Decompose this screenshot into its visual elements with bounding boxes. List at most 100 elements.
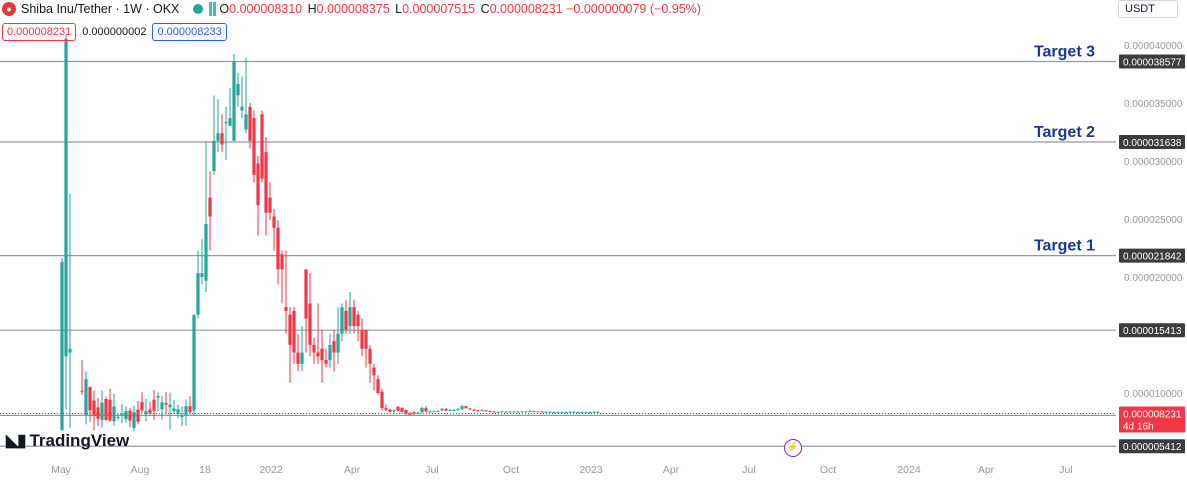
candle-body-64 <box>324 360 328 364</box>
candle-body-77 <box>376 378 380 393</box>
candle-body-1 <box>64 38 68 357</box>
candle-body-93 <box>440 408 444 411</box>
level-tag-bg-5 <box>1119 439 1185 454</box>
candle-body-10 <box>108 399 112 421</box>
candle-body-45 <box>248 106 252 141</box>
candle-body-19 <box>144 411 148 415</box>
close-value: 0.000008231 <box>489 2 563 16</box>
candle-body-32 <box>196 273 200 315</box>
tradingview-mark-icon: ◣▮ <box>6 431 26 450</box>
level-tag-bg-1 <box>1119 134 1185 149</box>
candle-body-90 <box>428 411 432 413</box>
candle-body-87 <box>416 412 420 414</box>
candle-body-29 <box>184 406 188 415</box>
series-style-icon[interactable] <box>209 2 213 16</box>
candle-body-95 <box>448 409 452 411</box>
candle-body-82 <box>396 406 400 411</box>
candle-body-27 <box>176 409 180 414</box>
candle-body-3 <box>80 390 84 392</box>
candle-body-59 <box>304 269 308 319</box>
currency-selector[interactable]: USDT <box>1118 0 1178 18</box>
candle-body-7 <box>96 407 100 419</box>
candle-body-92 <box>436 411 440 413</box>
candle-body-96 <box>452 409 456 411</box>
candle-body-30 <box>188 406 192 412</box>
candle-body-106 <box>492 411 496 413</box>
chart-legend: ● Shiba Inu/Tether · 1W · OKX O 0.0000083… <box>0 0 701 18</box>
candle-body-9 <box>104 399 108 421</box>
level-tag-label-2: 0.000021842 <box>1123 252 1182 263</box>
candle-body-104 <box>484 410 488 412</box>
y-tick-label-1: 0.000035000 <box>1124 99 1183 110</box>
x-tick-label-8: Apr <box>663 464 680 476</box>
candle-body-85 <box>408 413 412 415</box>
candle-body-115 <box>528 411 532 413</box>
candle-body-6 <box>92 400 96 417</box>
candle-body-49 <box>264 152 268 213</box>
x-tick-label-11: 2024 <box>897 464 921 476</box>
shib-logo-icon: ● <box>2 2 16 16</box>
candle-body-84 <box>404 409 408 414</box>
candle-body-47 <box>256 163 260 206</box>
candle-body-16 <box>132 412 136 429</box>
y-tick-label-5: 0.000010000 <box>1124 389 1183 400</box>
candle-body-86 <box>412 412 416 414</box>
candle-body-25 <box>168 404 172 408</box>
candle-body-67 <box>336 333 340 353</box>
candle-body-111 <box>512 411 516 413</box>
candle-body-62 <box>316 352 320 357</box>
candle-body-69 <box>344 310 348 330</box>
candle-body-119 <box>544 411 548 413</box>
candle-body-35 <box>208 197 212 217</box>
candle-body-48 <box>260 114 264 179</box>
tradingview-logo: ◣▮ TradingView <box>6 431 129 451</box>
target-label-0: Target 3 <box>1034 44 1095 61</box>
candle-body-98 <box>460 406 464 410</box>
candle-body-74 <box>364 329 368 349</box>
candle-body-37 <box>216 133 220 141</box>
candle-body-129 <box>584 411 588 413</box>
candle-body-75 <box>368 348 372 364</box>
candle-body-33 <box>200 273 204 277</box>
candle-body-109 <box>504 411 508 413</box>
candle-body-50 <box>268 197 272 213</box>
visibility-icon[interactable] <box>193 4 204 14</box>
candle-body-70 <box>348 307 352 327</box>
x-tick-label-5: Jul <box>425 464 438 476</box>
candle-body-15 <box>128 410 132 421</box>
x-tick-label-6: Oct <box>503 464 519 476</box>
target-label-1: Target 2 <box>1034 124 1095 141</box>
candle-body-131 <box>592 411 596 413</box>
lightning-icon[interactable]: ⚡ <box>784 439 802 457</box>
candle-body-11 <box>112 406 116 422</box>
series-style-icon-2[interactable] <box>213 2 217 16</box>
x-tick-label-7: 2023 <box>579 464 603 476</box>
candle-body-57 <box>296 352 300 364</box>
candle-body-40 <box>228 118 232 126</box>
level-tag-bg-0 <box>1119 54 1185 69</box>
candle-body-127 <box>576 411 580 413</box>
candle-body-91 <box>432 411 436 413</box>
candle-body-80 <box>388 409 392 412</box>
x-tick-label-10: Oct <box>820 464 836 476</box>
level-tag-label-3: 0.000015413 <box>1123 326 1182 337</box>
candle-body-78 <box>380 391 384 409</box>
symbol-title[interactable]: Shiba Inu/Tether · 1W · OKX <box>21 2 180 16</box>
candle-body-0 <box>60 261 64 431</box>
high-value: 0.000008375 <box>316 2 390 16</box>
sell-button[interactable]: 0.000008231 <box>2 23 77 41</box>
candle-body-81 <box>392 410 396 412</box>
x-tick-label-9: Jul <box>742 464 755 476</box>
candle-body-61 <box>312 344 316 353</box>
candle-body-42 <box>236 84 240 96</box>
x-tick-label-3: 2022 <box>259 464 283 476</box>
candle-body-46 <box>252 118 256 175</box>
candle-body-31 <box>192 314 196 411</box>
x-tick-label-1: Aug <box>131 464 150 476</box>
buy-button[interactable]: 0.000008233 <box>152 23 227 41</box>
y-tick-label-3: 0.000025000 <box>1124 215 1183 226</box>
y-tick-label-0: 0.000040000 <box>1124 41 1183 52</box>
level-tag-bg-2 <box>1119 248 1185 263</box>
close-label: C <box>480 2 490 16</box>
